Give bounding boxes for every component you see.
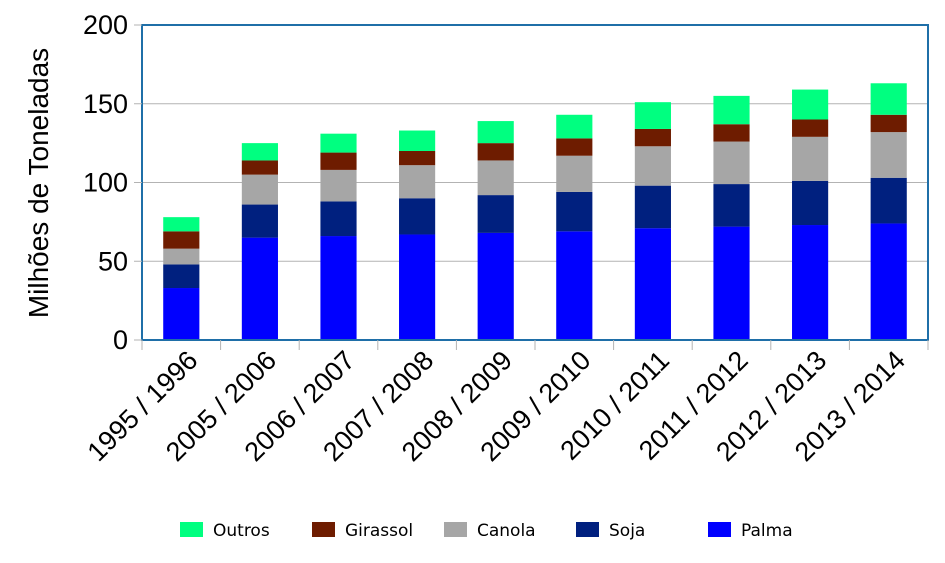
- bar-segment-girassol: [792, 119, 829, 137]
- bar-segment-palma: [792, 225, 829, 340]
- legend: Outros Girassol Canola Soja Palma: [180, 521, 793, 541]
- bar-segment-palma: [713, 226, 750, 340]
- bar-segment-soja: [163, 264, 200, 289]
- bar-segment-soja: [634, 185, 671, 229]
- bar-segment-soja: [792, 180, 829, 226]
- bar-segment-soja: [713, 184, 750, 227]
- bar-segment-soja: [477, 195, 514, 233]
- bar-segment-soja: [399, 198, 436, 235]
- bar-segment-soja: [556, 191, 593, 232]
- bar-segment-canola: [241, 174, 278, 205]
- bar-segment-palma: [556, 231, 593, 340]
- bar-segment-soja: [320, 201, 357, 237]
- bar-segment-canola: [634, 146, 671, 186]
- bar-segment-girassol: [477, 143, 514, 161]
- bar-segment-girassol: [320, 152, 357, 170]
- y-tick-label: 100: [83, 168, 128, 198]
- legend-swatch-soja: [576, 522, 599, 537]
- legend-swatch-canola: [444, 522, 467, 537]
- bar-segment-canola: [320, 169, 357, 202]
- bar-segment-palma: [320, 236, 357, 340]
- bar-segment-canola: [556, 155, 593, 192]
- bar-segment-outros: [320, 133, 357, 153]
- bar-segment-canola: [792, 136, 829, 181]
- y-axis-label: Milhões de Toneladas: [23, 48, 54, 318]
- bar-segment-girassol: [713, 124, 750, 142]
- bar-segment-soja: [870, 177, 907, 224]
- bar-segment-outros: [556, 114, 593, 139]
- legend-swatch-girassol: [312, 522, 335, 537]
- legend-label-canola: Canola: [477, 521, 536, 541]
- bar-segment-palma: [477, 232, 514, 340]
- y-tick-label: 50: [98, 246, 128, 276]
- bar-segment-palma: [163, 288, 200, 340]
- bar-segment-canola: [477, 160, 514, 196]
- bar-segment-canola: [399, 165, 436, 199]
- y-tick-label: 200: [83, 10, 128, 40]
- bars: [163, 83, 907, 340]
- bar-segment-outros: [870, 83, 907, 115]
- bar-segment-canola: [870, 132, 907, 178]
- bar-segment-soja: [241, 204, 278, 238]
- legend-label-girassol: Girassol: [345, 521, 413, 541]
- legend-label-outros: Outros: [213, 521, 270, 541]
- bar-segment-palma: [634, 228, 671, 340]
- bar-segment-girassol: [399, 151, 436, 166]
- bar-segment-girassol: [870, 114, 907, 133]
- bar-segment-outros: [634, 102, 671, 129]
- bar-segment-outros: [163, 217, 200, 232]
- bar-segment-canola: [163, 248, 200, 265]
- legend-label-soja: Soja: [609, 521, 645, 541]
- bar-segment-girassol: [556, 138, 593, 156]
- bar-segment-palma: [399, 234, 436, 340]
- bar-segment-palma: [870, 223, 907, 340]
- bar-segment-outros: [792, 89, 829, 120]
- bar-segment-girassol: [634, 128, 671, 147]
- bar-segment-outros: [241, 143, 278, 161]
- bar-segment-girassol: [163, 231, 200, 249]
- legend-swatch-outros: [180, 522, 203, 537]
- bar-segment-outros: [399, 130, 436, 151]
- legend-label-palma: Palma: [741, 521, 793, 541]
- bar-segment-outros: [713, 95, 750, 125]
- bar-segment-canola: [713, 141, 750, 185]
- y-tick-label: 0: [113, 325, 128, 355]
- y-tick-label: 150: [83, 89, 128, 119]
- bar-segment-palma: [241, 237, 278, 340]
- bar-segment-girassol: [241, 160, 278, 175]
- legend-swatch-palma: [708, 522, 731, 537]
- bar-segment-outros: [477, 121, 514, 144]
